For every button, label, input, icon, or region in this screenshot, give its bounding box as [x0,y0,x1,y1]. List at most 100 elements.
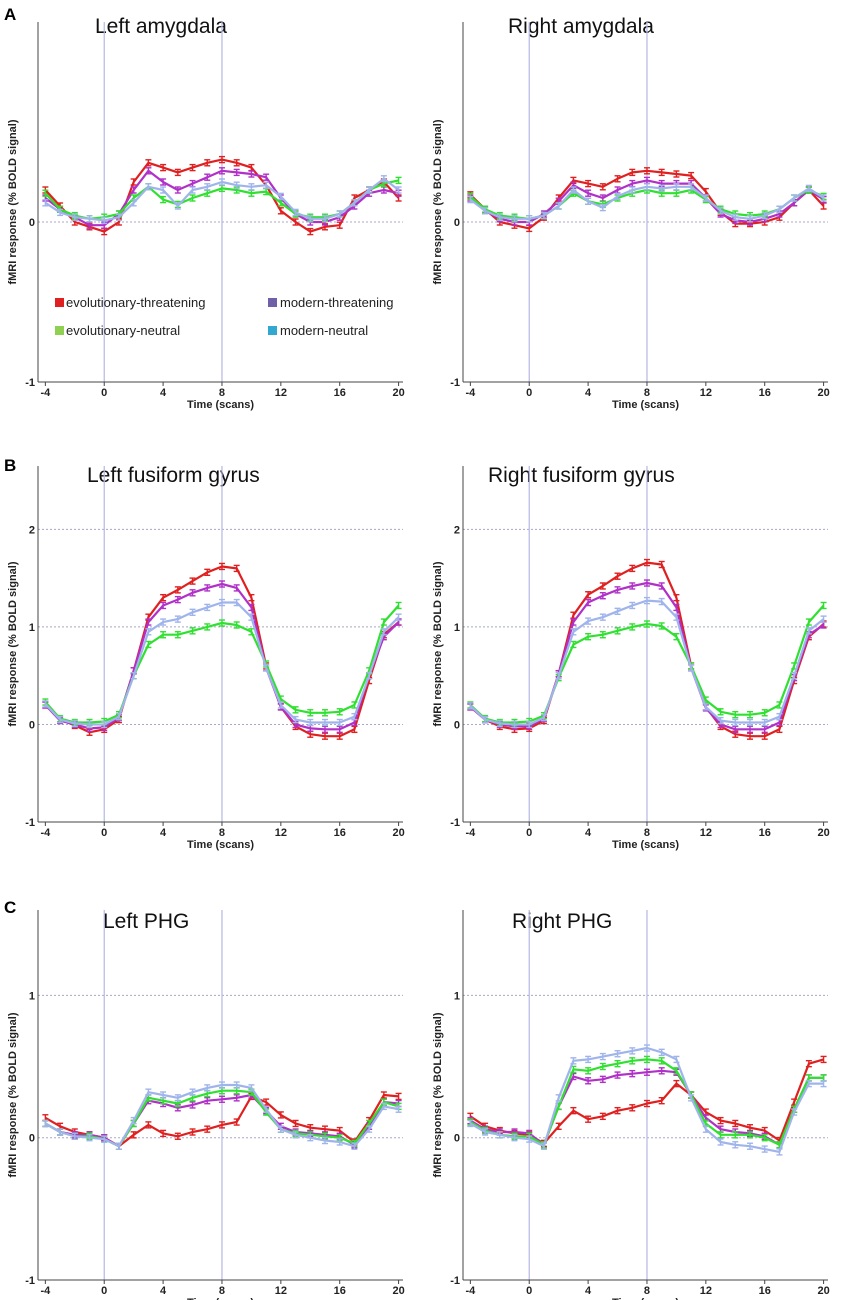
data-point-modern-threatening [218,1095,225,1103]
data-point-modern-threatening [643,1068,650,1076]
data-point-modern-threatening [233,1094,240,1102]
data-point-evolutionary-neutral [145,640,152,649]
data-point-evolutionary-threatening [717,1116,724,1125]
y-tick-label: 0 [29,217,35,229]
data-point-evolutionary-threatening [643,558,650,567]
data-point-evolutionary-threatening [732,1119,739,1128]
data-point-evolutionary-threatening [658,1096,665,1105]
data-point-modern-neutral [204,183,211,191]
data-point-modern-neutral [673,183,680,191]
error-bars-modern-neutral [42,175,402,225]
data-point-modern-neutral [115,712,122,721]
data-point-modern-neutral [643,1044,650,1052]
chart-title: Right fusiform gyrus [488,464,675,487]
data-point-modern-neutral [321,1136,328,1145]
data-point-evolutionary-threatening [629,564,636,573]
x-tick-label: -4 [40,387,51,399]
data-point-evolutionary-threatening [688,171,695,180]
data-point-modern-threatening [204,173,211,181]
data-point-modern-neutral [717,716,724,725]
data-point-modern-neutral [71,1132,78,1140]
data-point-evolutionary-threatening [380,1091,387,1099]
data-point-modern-threatening [233,584,240,592]
data-point-modern-neutral [174,615,181,623]
data-point-modern-neutral [42,199,49,207]
data-point-modern-neutral [57,208,64,217]
data-point-evolutionary-neutral [233,621,240,629]
x-tick-label: 0 [526,827,532,839]
data-point-modern-neutral [395,1105,402,1113]
x-tick-label: 16 [759,1285,771,1297]
data-point-evolutionary-threatening [174,1132,181,1140]
data-point-evolutionary-neutral [658,1057,665,1065]
x-tick-label: 4 [585,827,592,839]
data-point-modern-neutral [496,213,503,221]
legend-swatch-evolutionary-neutral [55,326,64,335]
data-point-modern-neutral [395,613,402,621]
data-point-modern-neutral [570,628,577,636]
x-tick-label: 4 [160,1285,167,1297]
data-point-evolutionary-threatening [321,732,328,740]
chart-title: Right amygdala [508,15,654,38]
data-point-evolutionary-threatening [761,732,768,740]
data-point-modern-neutral [248,183,255,191]
data-point-modern-threatening [145,167,152,175]
data-point-modern-neutral [570,1057,577,1065]
x-tick-label: -4 [465,827,476,839]
data-point-evolutionary-neutral [805,618,812,626]
data-point-modern-neutral [42,700,49,708]
data-point-modern-neutral [526,1135,533,1143]
data-point-modern-neutral [467,195,474,204]
x-axis-label: Time (scans) [187,839,254,851]
data-point-modern-neutral [540,211,547,220]
y-tick-label: 1 [454,622,460,634]
data-point-modern-neutral [467,1119,474,1128]
data-point-modern-neutral [702,1125,709,1133]
chart-5: Right PHG -4 0 4 8 12 16 20 -1 0 1 Time (scans) fMRI… [432,910,830,1300]
data-point-evolutionary-neutral [395,176,402,185]
x-tick-label: 12 [275,1285,287,1297]
data-point-modern-neutral [511,215,518,223]
y-tick-label: -1 [25,1275,35,1287]
data-point-evolutionary-threatening [160,163,167,172]
data-point-evolutionary-threatening [599,582,606,590]
data-point-modern-neutral [145,183,152,191]
x-tick-label: -4 [465,1285,476,1297]
data-point-modern-neutral [351,1142,358,1150]
data-point-modern-neutral [746,1142,753,1150]
y-axis-label: fMRI response (% BOLD signal) [7,119,19,284]
data-point-modern-threatening [746,725,753,734]
legend-swatch-evolutionary-threatening [55,298,64,307]
data-point-modern-neutral [380,175,387,183]
data-point-modern-neutral [820,615,827,623]
data-point-evolutionary-neutral [292,706,299,714]
data-point-modern-neutral [776,205,783,213]
data-point-modern-neutral [511,720,518,729]
y-tick-label: 2 [454,524,460,536]
data-point-modern-neutral [86,720,93,729]
row-letter-c: C [4,898,16,917]
data-point-evolutionary-threatening [336,732,343,740]
data-point-modern-neutral [130,199,137,207]
y-tick-label: -1 [25,377,35,389]
data-point-modern-neutral [732,213,739,221]
data-point-modern-threatening [599,592,606,600]
data-point-modern-neutral [717,1138,724,1146]
data-point-evolutionary-neutral [174,631,181,639]
data-point-modern-neutral [746,215,753,223]
data-point-evolutionary-neutral [307,709,314,717]
data-point-modern-threatening [189,589,196,597]
data-point-evolutionary-neutral [746,711,753,719]
data-point-modern-neutral [57,715,64,724]
legend-swatch-modern-neutral [268,326,277,335]
chart-title: Right PHG [512,910,612,933]
data-point-modern-neutral [366,671,373,680]
data-point-evolutionary-threatening [570,1106,577,1115]
x-tick-label: 4 [160,827,167,839]
data-point-evolutionary-neutral [599,631,606,639]
data-point-modern-neutral [366,186,373,194]
chart-1: Right amygdala -4 0 4 8 12 16 20 -1 0 Time (scans)… [432,15,830,411]
data-point-modern-neutral [791,1108,798,1116]
data-point-modern-threatening [585,598,592,607]
data-point-modern-neutral [599,613,606,621]
